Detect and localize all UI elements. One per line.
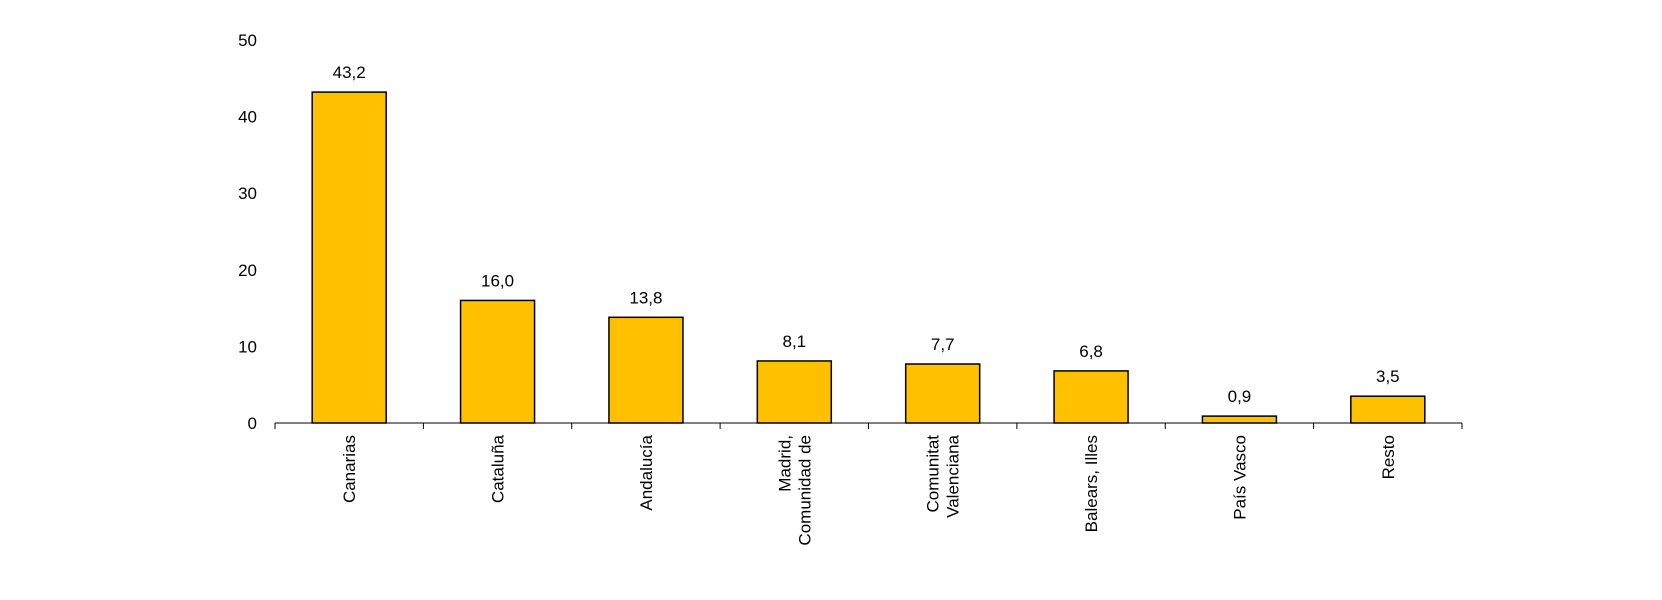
y-tick-label: 30: [238, 184, 257, 203]
category-label: País Vasco: [1230, 435, 1249, 520]
category-label: Resto: [1379, 435, 1398, 479]
data-label: 8,1: [782, 332, 806, 351]
bar: [1201, 415, 1278, 424]
category-label: Canarias: [340, 435, 359, 503]
data-label: 13,8: [629, 288, 662, 307]
bar: [756, 360, 833, 424]
category-label-line: Cataluña: [489, 434, 508, 503]
category-label-line: Comunitat: [924, 435, 943, 513]
category-label: Andalucía: [637, 434, 656, 510]
category-label: Balears, Illes: [1082, 435, 1101, 532]
y-tick-label: 10: [238, 337, 257, 356]
bar: [608, 316, 684, 424]
category-label-line: Balears, Illes: [1082, 435, 1101, 532]
data-label: 7,7: [931, 335, 955, 354]
category-label-line: Valenciana: [944, 434, 963, 517]
category-label-line: Madrid,: [775, 435, 794, 492]
data-label: 3,5: [1376, 367, 1400, 386]
category-label: Comunitat Valenciana: [924, 434, 963, 517]
y-tick-label: 0: [248, 414, 257, 433]
data-label: 43,2: [333, 63, 366, 82]
data-label: 6,8: [1079, 342, 1103, 361]
data-label: 16,0: [481, 271, 514, 290]
bars: [311, 91, 1426, 424]
category-label-line: País Vasco: [1230, 435, 1249, 520]
data-label: 0,9: [1228, 387, 1252, 406]
bar: [904, 363, 981, 424]
category-label-line: Andalucía: [637, 434, 656, 510]
category-label-line: Canarias: [340, 435, 359, 503]
bar: [1350, 395, 1426, 424]
category-label: Cataluña: [489, 434, 508, 503]
labels: 0 10 20 30 40 50 43,2 Canarias 16,0 Cataluña 13,8 A…: [238, 31, 1400, 546]
bar: [311, 91, 387, 424]
y-tick-label: 20: [238, 261, 257, 280]
bar: [1053, 370, 1129, 424]
y-tick-label: 40: [238, 108, 257, 127]
category-label-line: Comunidad de: [795, 435, 814, 546]
axes: [274, 422, 1463, 429]
category-label: Madrid, Comunidad de: [775, 435, 814, 546]
category-label-line: Resto: [1379, 435, 1398, 479]
y-tick-label: 50: [238, 31, 257, 50]
bar: [459, 299, 536, 424]
